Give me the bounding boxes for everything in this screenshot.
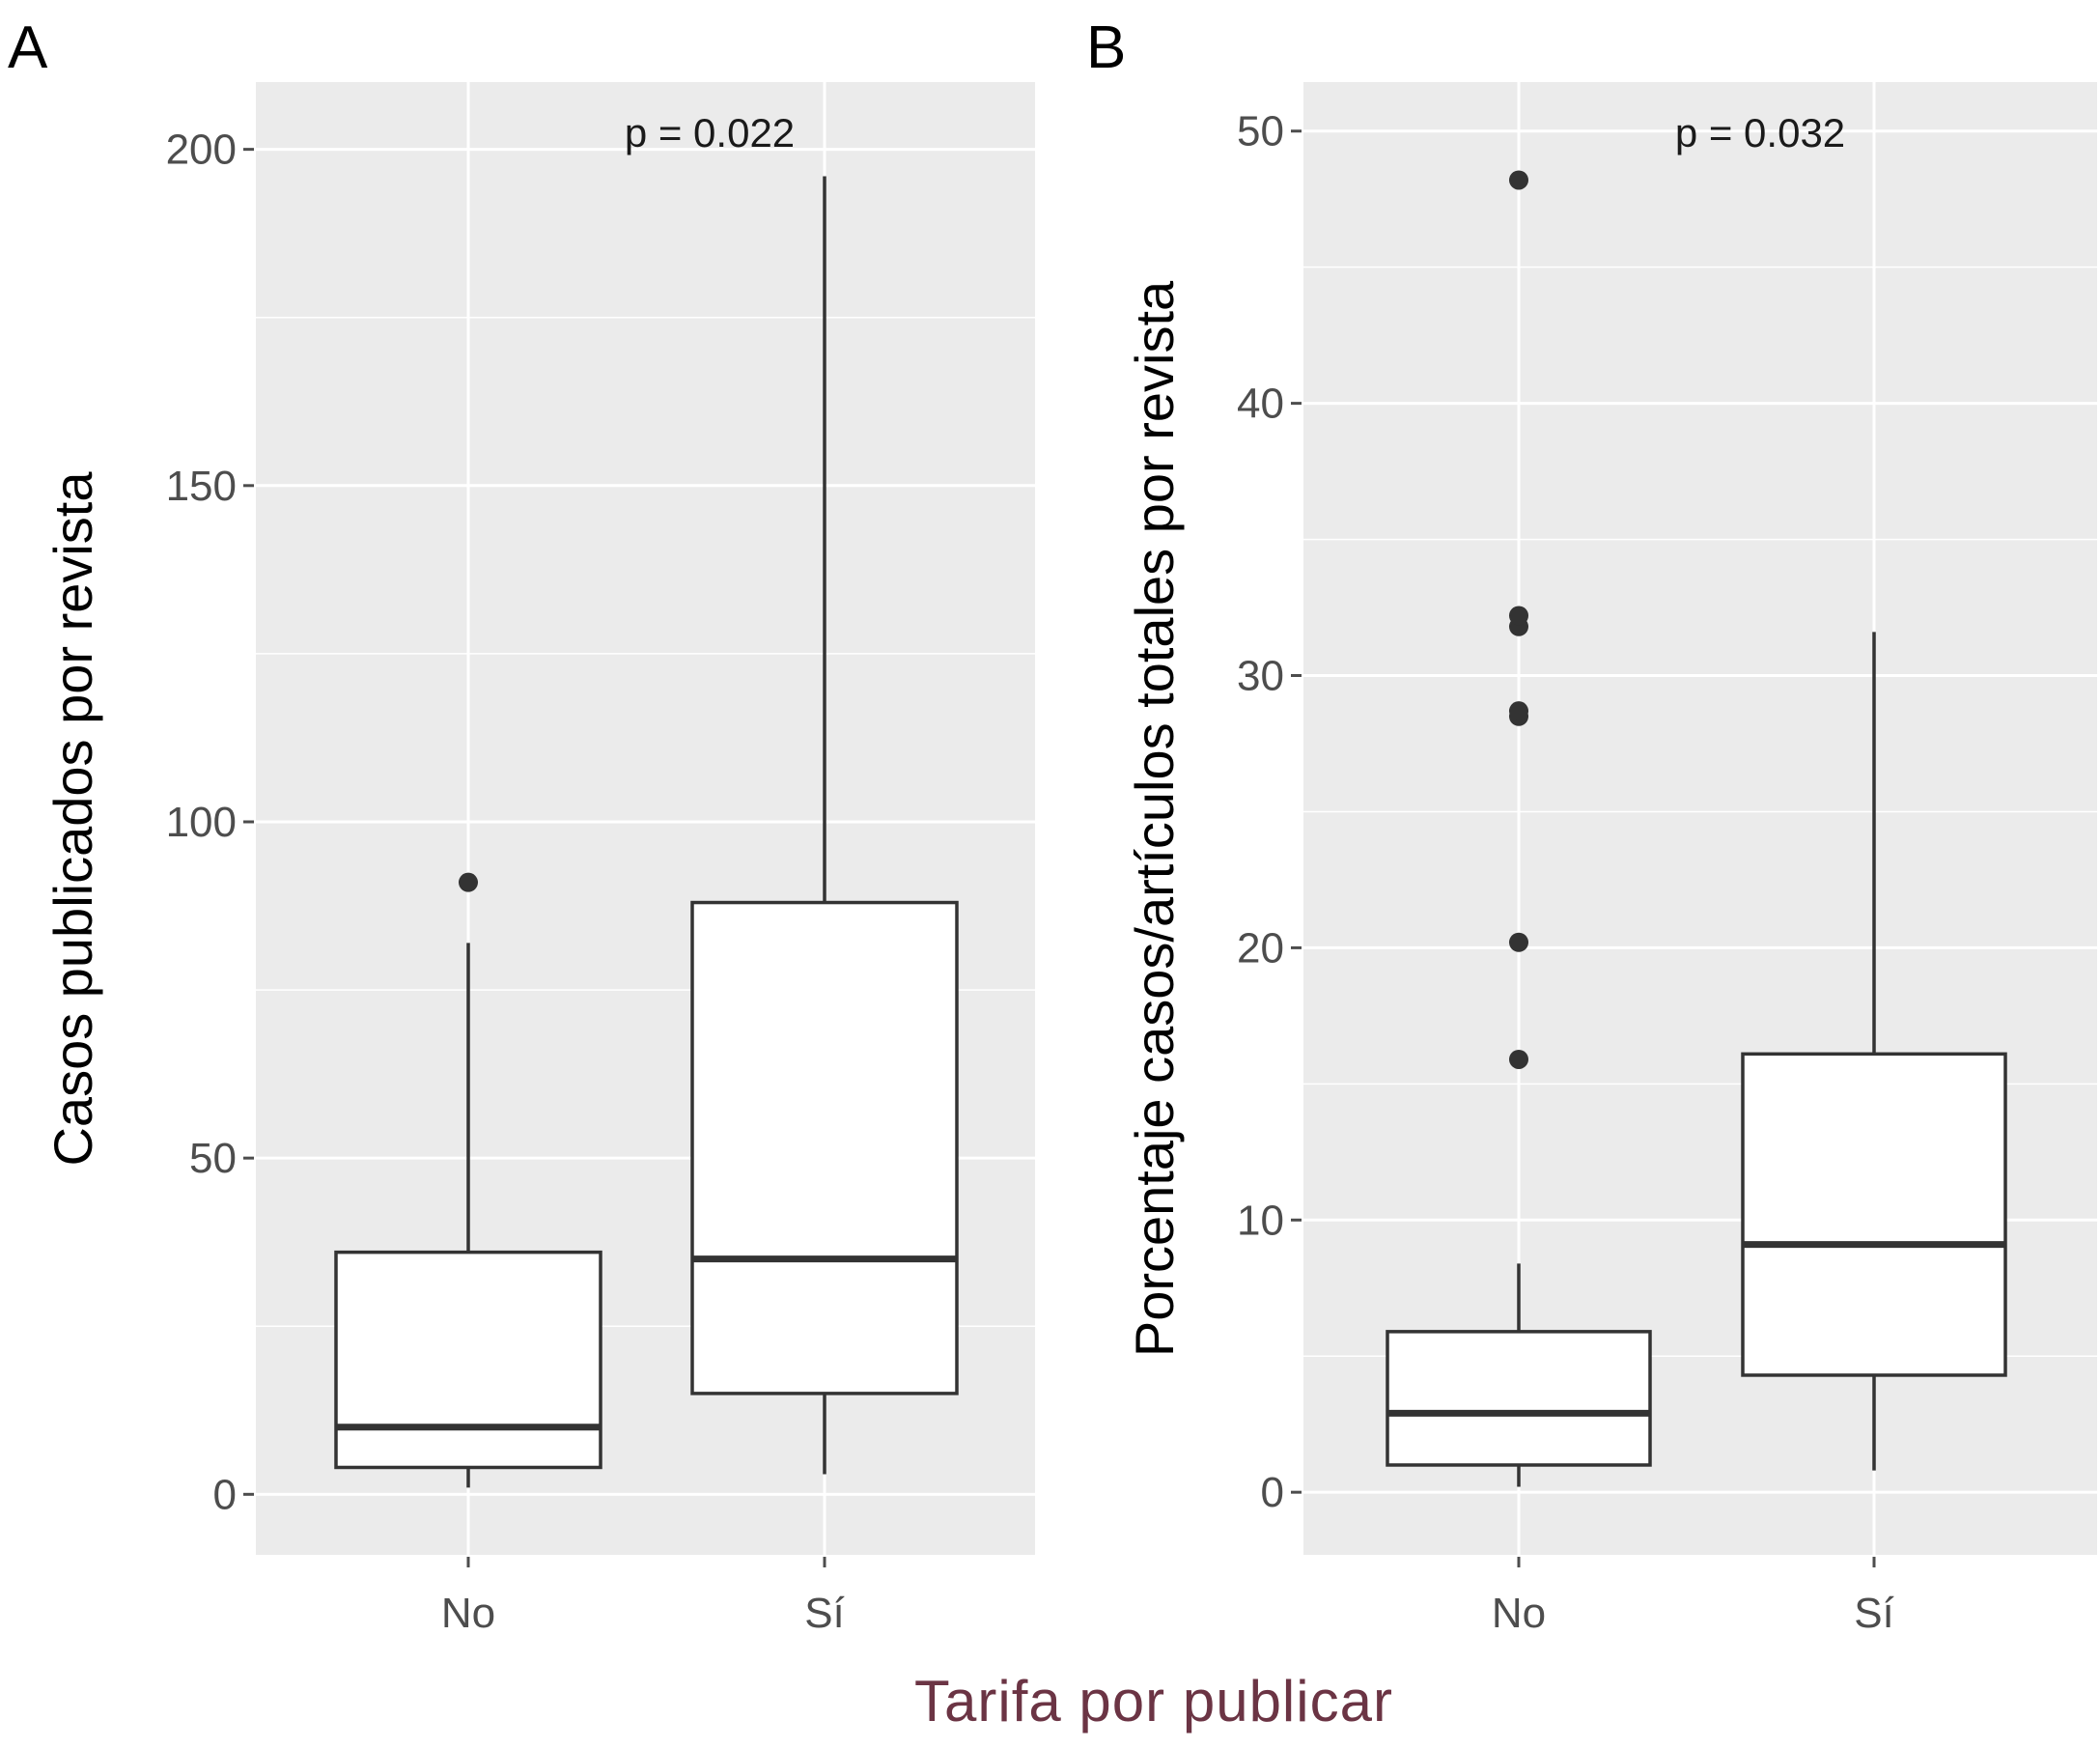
panel-letter: A <box>8 14 48 81</box>
y-tick-label: 200 <box>166 127 237 174</box>
panel-a: 0 50 100 150 200 No Sí A Casos publicados por re… <box>8 14 1035 1637</box>
outlier-point <box>1509 701 1528 721</box>
panel-letter: B <box>1086 14 1126 81</box>
y-tick-label: 50 <box>1237 108 1284 155</box>
p-value-annotation: p = 0.032 <box>1675 110 1845 155</box>
y-tick-label: 50 <box>189 1135 237 1182</box>
x-tick-label: Sí <box>804 1590 845 1637</box>
panel-b: 0 10 20 30 40 50 No Sí B Porcentaje casos/artícul… <box>1086 14 2097 1637</box>
outlier-point <box>1509 606 1528 626</box>
y-tick-label: 0 <box>1261 1469 1284 1516</box>
box-iqr <box>690 900 959 1396</box>
x-tick-label: No <box>1492 1590 1546 1637</box>
box-iqr <box>1741 1052 2007 1377</box>
outlier-point <box>1509 932 1528 952</box>
y-tick-label: 30 <box>1237 653 1284 700</box>
shared-x-axis-label: Tarifa por publicar <box>914 1669 1393 1734</box>
outlier-point <box>1509 1049 1528 1069</box>
y-axis-label: Casos publicados por revista <box>42 471 103 1167</box>
x-tick-label: No <box>441 1590 495 1637</box>
p-value-annotation: p = 0.022 <box>625 110 795 155</box>
y-tick-label: 0 <box>213 1471 237 1518</box>
y-tick-label: 20 <box>1237 924 1284 972</box>
y-tick-label: 40 <box>1237 381 1284 428</box>
y-axis-label: Porcentaje casos/artículos totales por r… <box>1124 280 1185 1357</box>
y-tick-label: 150 <box>166 463 237 510</box>
y-tick-label: 10 <box>1237 1197 1284 1244</box>
outlier-point <box>459 872 478 892</box>
box-iqr <box>334 1250 602 1470</box>
outlier-point <box>1509 170 1528 190</box>
y-tick-label: 100 <box>166 799 237 846</box>
x-tick-label: Sí <box>1854 1590 1894 1637</box>
box-iqr <box>1386 1330 1652 1467</box>
